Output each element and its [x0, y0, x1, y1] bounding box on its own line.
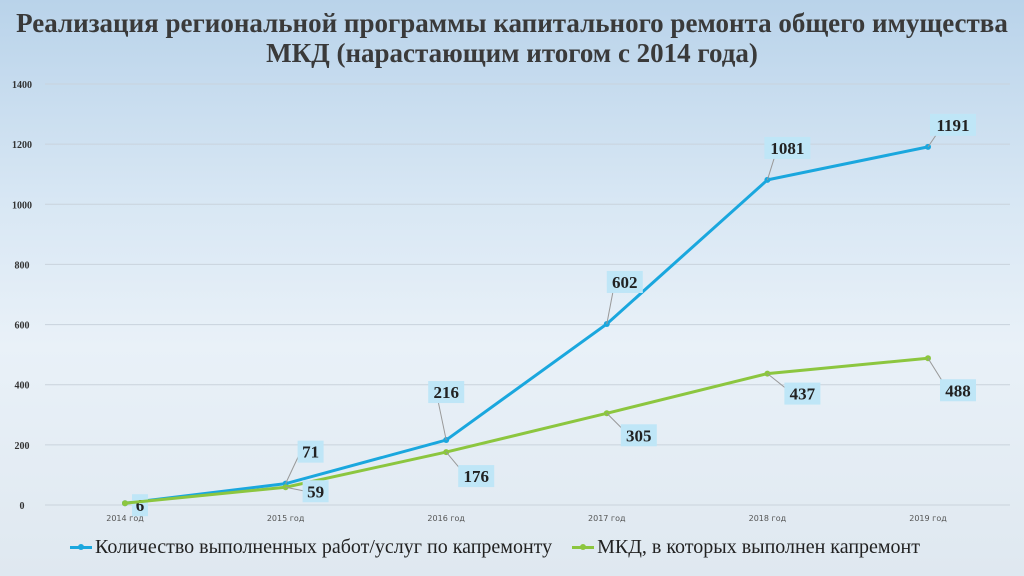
x-tick-label: 2019 год [909, 514, 947, 523]
data-label: 1191 [936, 116, 969, 135]
legend-label: Количество выполненных работ/услуг по ка… [95, 536, 553, 558]
data-label: 6 [136, 496, 145, 515]
x-tick-label: 2015 год [267, 514, 305, 523]
data-label-bg [606, 270, 643, 293]
x-tick-label: 2016 год [427, 514, 465, 523]
legend: Количество выполненных работ/услуг по ка… [70, 536, 920, 559]
legend-swatch [572, 544, 595, 550]
y-tick-label: 1400 [12, 80, 32, 91]
legend-item-works: Количество выполненных работ/услуг по ка… [70, 536, 552, 559]
chart-title: Реализация региональной программы капита… [16, 8, 1008, 68]
legend-swatch [70, 544, 92, 550]
data-label-bg [930, 113, 976, 136]
data-label: 176 [463, 467, 489, 486]
data-label-bg [428, 381, 465, 404]
x-tick-label: 2018 год [749, 514, 787, 523]
data-label: 602 [612, 273, 638, 292]
data-label-bg [784, 382, 821, 405]
data-label: 437 [790, 385, 816, 404]
leader-line [285, 486, 306, 492]
y-tick-label: 1200 [12, 140, 32, 151]
y-tick-label: 400 [15, 381, 30, 392]
data-label-bg [940, 379, 976, 402]
data-label: 488 [945, 381, 971, 400]
data-point [122, 500, 128, 507]
x-tick-label: 2014 год [106, 514, 144, 523]
series-line-1 [124, 356, 929, 505]
data-label-bg [458, 465, 495, 488]
data-label: 59 [307, 482, 324, 501]
data-label: 305 [626, 426, 652, 445]
series-line-0 [124, 145, 929, 505]
legend-item-mkd: МКД, в которых выполнен капремонт [572, 536, 920, 559]
data-label-bg [132, 494, 148, 517]
data-label-bg [302, 480, 329, 503]
data-label-bg [297, 440, 324, 463]
legend-label: МКД, в которых выполнен капремонт [597, 536, 920, 558]
y-tick-label: 800 [15, 260, 30, 271]
data-label: 71 [302, 443, 319, 462]
y-tick-label: 600 [15, 321, 30, 332]
y-tick-label: 0 [20, 501, 25, 512]
data-label-bg [764, 136, 811, 159]
data-label: 1081 [770, 139, 804, 158]
y-tick-label: 200 [15, 441, 30, 452]
x-tick-label: 2017 год [588, 514, 626, 523]
data-label-bg [620, 424, 657, 447]
data-label: 216 [433, 383, 459, 402]
y-tick-label: 1000 [12, 200, 32, 211]
